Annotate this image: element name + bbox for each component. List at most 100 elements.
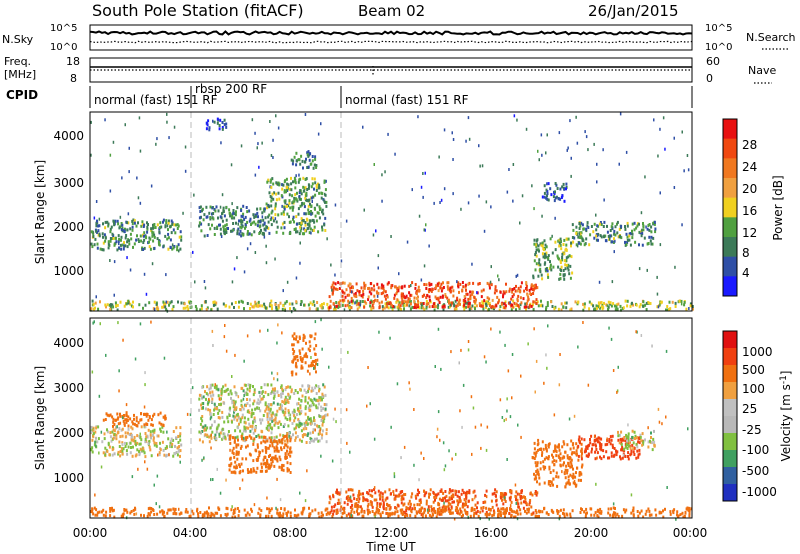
power-echo-cell <box>243 217 246 221</box>
velocity-echo-cell <box>267 446 270 450</box>
power-echo-cell <box>583 305 586 309</box>
power-echo-cell <box>550 193 553 197</box>
power-echo-cell <box>304 212 307 216</box>
power-echo-cell <box>346 303 349 307</box>
power-echo-cell <box>564 263 567 267</box>
power-echo-cell <box>463 295 466 298</box>
velocity-echo-cell <box>153 430 156 434</box>
velocity-echo-cell <box>402 512 405 516</box>
velocity-echo-cell <box>592 443 595 447</box>
power-echo-cell <box>525 305 528 309</box>
power-echo-cell <box>610 304 613 308</box>
power-echo-cell <box>438 155 440 159</box>
velocity-echo-cell <box>688 506 691 510</box>
velocity-echo-cell <box>360 510 363 514</box>
power-echo-cell <box>308 212 311 216</box>
power-echo-cell <box>126 256 128 260</box>
power-echo-cell <box>334 203 337 207</box>
power-echo-cell <box>569 308 572 312</box>
power-echo-cell <box>236 206 239 210</box>
velocity-echo-cell <box>286 437 289 441</box>
power-echo-cell <box>547 254 550 258</box>
velocity-echo-cell <box>294 436 297 440</box>
power-echo-cell <box>307 199 310 203</box>
power-echo-cell <box>170 231 173 235</box>
velocity-echo-cell <box>451 511 454 515</box>
power-echo-cell <box>567 255 570 259</box>
power-echo-cell <box>260 228 262 232</box>
velocity-echo-cell <box>132 422 135 426</box>
power-echo-cell <box>225 205 228 209</box>
power-echo-cell <box>292 159 295 163</box>
power-echo-cell <box>602 225 605 228</box>
power-echo-cell <box>389 301 392 305</box>
power-echo-cell <box>559 272 562 276</box>
velocity-echo-cell <box>418 491 421 494</box>
velocity-echo-cell <box>307 384 310 388</box>
velocity-echo-cell <box>505 507 508 511</box>
velocity-echo-cell <box>356 509 358 513</box>
velocity-echo-cell <box>252 467 255 471</box>
velocity-echo-cell <box>216 511 219 515</box>
power-echo-cell <box>364 283 367 287</box>
power-cbar-label: Power [dB] <box>771 175 785 240</box>
velocity-echo-cell <box>313 422 316 426</box>
power-echo-cell <box>482 307 485 311</box>
velocity-echo-cell <box>214 383 216 387</box>
velocity-echo-cell <box>308 404 311 408</box>
power-echo-cell <box>574 300 577 304</box>
velocity-echo-cell <box>211 423 213 427</box>
power-echo-cell <box>648 223 651 226</box>
power-echo-cell <box>131 222 134 225</box>
velocity-echo-cell <box>596 451 599 455</box>
velocity-echo-cell <box>609 442 612 446</box>
velocity-echo-cell <box>215 387 218 391</box>
velocity-echo-cell <box>127 424 130 428</box>
power-echo-cell <box>556 254 559 258</box>
velocity-echo-cell <box>566 454 569 458</box>
velocity-echo-cell <box>278 440 281 444</box>
power-echo-cell <box>142 234 145 238</box>
power-echo-cell <box>188 301 191 305</box>
power-echo-cell <box>393 293 396 297</box>
velocity-echo-cell <box>130 433 133 437</box>
velocity-echo-cell <box>268 444 271 448</box>
power-echo-cell <box>227 227 229 230</box>
velocity-echo-cell <box>293 414 296 418</box>
power-echo-cell <box>306 151 309 155</box>
power-echo-cell <box>613 250 615 254</box>
velocity-echo-cell <box>318 414 321 418</box>
velocity-echo-cell <box>614 507 616 510</box>
velocity-echo-cell <box>476 501 479 505</box>
power-echo-cell <box>139 149 142 153</box>
power-cbar-tick-12: 12 <box>742 226 757 240</box>
velocity-echo-cell <box>436 508 439 511</box>
velocity-echo-cell <box>284 388 287 392</box>
power-echo-cell <box>578 241 581 245</box>
power-echo-cell <box>523 305 526 309</box>
power-echo-cell <box>294 227 297 231</box>
power-echo-cell <box>363 281 366 285</box>
velocity-echo-cell <box>201 430 204 433</box>
velocity-echo-cell <box>446 499 449 503</box>
power-echo-cell <box>308 224 311 228</box>
power-echo-cell <box>614 308 617 312</box>
power-echo-cell <box>571 223 574 227</box>
velocity-echo-cell <box>221 437 224 441</box>
power-echo-cell <box>126 228 129 232</box>
power-echo-cell <box>579 232 582 236</box>
velocity-echo-cell <box>220 402 222 406</box>
power-echo-cell <box>248 232 251 236</box>
power-echo-cell <box>152 239 155 243</box>
power-echo-cell <box>164 225 167 229</box>
power-echo-cell <box>215 205 218 209</box>
power-echo-cell <box>118 242 120 246</box>
velocity-echo-cell <box>173 509 176 513</box>
power-echo-cell <box>525 127 528 131</box>
power-echo-cell <box>324 192 326 196</box>
velocity-echo-cell <box>509 498 512 502</box>
velocity-echo-cell <box>296 391 299 395</box>
velocity-echo-cell <box>650 436 652 439</box>
power-echo-cell <box>561 194 564 198</box>
power-echo-cell <box>267 226 270 230</box>
